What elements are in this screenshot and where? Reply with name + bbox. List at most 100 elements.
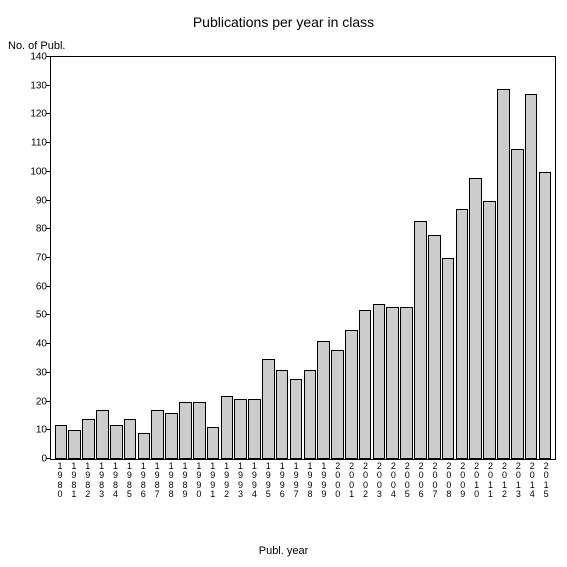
y-tick-label: 110 [31,138,51,149]
y-axis-label: No. of Publ. [8,40,65,52]
y-tick-mark [46,286,51,287]
y-tick-mark [46,401,51,402]
x-tick-label: 1988 [165,462,178,500]
bar [248,399,261,459]
bar [469,178,482,459]
bar [221,396,234,459]
x-tick-label: 1995 [262,462,275,500]
x-tick-label: 1998 [304,462,317,500]
x-axis-label: Publ. year [0,545,567,557]
y-tick-label: 70 [36,253,51,264]
bar [110,425,123,459]
x-tick-label: 1981 [67,462,80,500]
bar [276,370,289,459]
bar [262,359,275,460]
bar [165,413,178,459]
plot-area: 0102030405060708090100110120130140 [50,56,556,460]
bar [290,379,303,459]
y-tick-mark [46,458,51,459]
bar [138,433,151,459]
y-tick-mark [46,56,51,57]
chart-title: Publications per year in class [0,14,567,30]
bar [68,430,81,459]
y-tick-mark [46,171,51,172]
y-tick-mark [46,200,51,201]
bar [483,201,496,459]
bar [456,209,469,459]
x-tick-label: 1982 [81,462,94,500]
bar [193,402,206,459]
x-tick-label: 2007 [429,462,442,500]
bar [317,341,330,459]
x-tick-label: 1994 [248,462,261,500]
x-tick-label: 1985 [123,462,136,500]
bar [497,89,510,459]
y-tick-mark [46,257,51,258]
y-tick-label: 40 [36,339,51,350]
bar [124,419,137,459]
bars-group [51,57,555,459]
bar [234,399,247,459]
bar [386,307,399,459]
bar [179,402,192,459]
x-tick-label: 2002 [359,462,372,500]
y-tick-label: 80 [36,224,51,235]
x-tick-label: 1989 [179,462,192,500]
x-tick-label: 2005 [401,462,414,500]
x-tick-label: 2012 [498,462,511,500]
bar [414,221,427,459]
y-tick-mark [46,228,51,229]
x-tick-label: 1990 [193,462,206,500]
x-tick-label: 2013 [512,462,525,500]
y-tick-label: 100 [30,166,51,177]
y-tick-mark [46,372,51,373]
x-tick-label: 2010 [470,462,483,500]
x-tick-label: 2009 [456,462,469,500]
x-tick-label: 1991 [206,462,219,500]
y-tick-mark [46,85,51,86]
bar [304,370,317,459]
bar [96,410,109,459]
x-tick-label: 2006 [415,462,428,500]
y-tick-label: 120 [30,109,51,120]
bar [55,425,68,459]
x-tick-labels: 1980198119821983198419851986198719881989… [50,462,556,500]
y-tick-label: 30 [36,367,51,378]
bar [359,310,372,459]
x-tick-label: 1986 [137,462,150,500]
y-tick-label: 140 [30,52,51,63]
x-tick-label: 1983 [95,462,108,500]
y-tick-label: 20 [36,396,51,407]
y-tick-label: 10 [36,425,51,436]
chart-container: Publications per year in class No. of Pu… [0,0,567,567]
x-tick-label: 1996 [276,462,289,500]
bar [428,235,441,459]
x-tick-label: 1993 [234,462,247,500]
bar [511,149,524,459]
x-tick-label: 1992 [220,462,233,500]
x-tick-label: 1997 [290,462,303,500]
x-tick-label: 1984 [109,462,122,500]
bar [373,304,386,459]
y-tick-label: 50 [36,310,51,321]
bar [539,172,552,459]
bar [207,427,220,459]
bar [345,330,358,459]
y-tick-mark [46,142,51,143]
x-tick-label: 2015 [540,462,553,500]
x-tick-label: 2003 [373,462,386,500]
x-tick-label: 1980 [54,462,67,500]
bar [525,94,538,459]
y-tick-label: 90 [36,195,51,206]
y-tick-mark [46,343,51,344]
y-tick-mark [46,314,51,315]
x-tick-label: 2008 [443,462,456,500]
x-tick-label: 2004 [387,462,400,500]
x-tick-label: 2001 [345,462,358,500]
bar [331,350,344,459]
y-tick-mark [46,429,51,430]
y-tick-label: 60 [36,281,51,292]
bar [151,410,164,459]
bar [82,419,95,459]
bar [442,258,455,459]
